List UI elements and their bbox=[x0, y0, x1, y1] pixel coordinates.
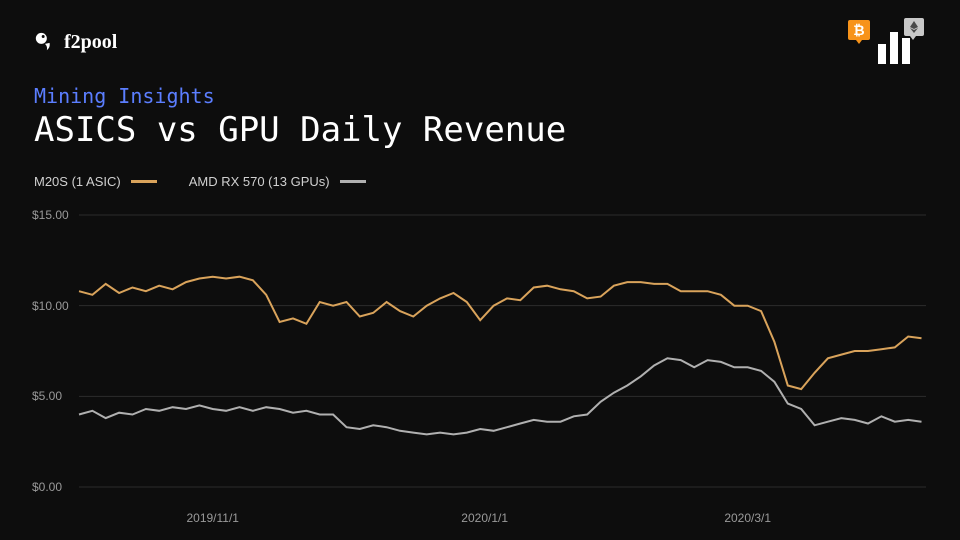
x-axis-label: 2020/3/1 bbox=[724, 511, 771, 525]
chart-legend: M20S (1 ASIC) AMD RX 570 (13 GPUs) bbox=[0, 150, 960, 189]
brand-logo-icon bbox=[34, 31, 56, 53]
legend-item-gpu: AMD RX 570 (13 GPUs) bbox=[189, 174, 366, 189]
btc-badge-icon: ₿ bbox=[848, 20, 870, 44]
y-axis-label: $10.00 bbox=[32, 299, 69, 313]
legend-swatch-icon bbox=[131, 180, 157, 183]
legend-label: M20S (1 ASIC) bbox=[34, 174, 121, 189]
brand-name: f2pool bbox=[64, 31, 117, 54]
title-block: Mining Insights ASICS vs GPU Daily Reven… bbox=[0, 66, 960, 150]
y-axis-label: $15.00 bbox=[32, 208, 69, 222]
y-axis-label: $0.00 bbox=[32, 480, 62, 494]
x-axis-label: 2019/11/1 bbox=[186, 511, 239, 525]
revenue-chart: $0.00$5.00$10.00$15.00 2019/11/12020/1/1… bbox=[24, 207, 936, 507]
legend-swatch-icon bbox=[340, 180, 366, 183]
legend-item-asic: M20S (1 ASIC) bbox=[34, 174, 157, 189]
x-axis-label: 2020/1/1 bbox=[461, 511, 508, 525]
y-axis-label: $5.00 bbox=[32, 389, 62, 403]
svg-text:₿: ₿ bbox=[853, 22, 864, 38]
brand: f2pool bbox=[34, 31, 117, 54]
page-subtitle: Mining Insights bbox=[34, 84, 926, 108]
header-icon-group: ₿ bbox=[848, 18, 926, 66]
eth-badge-icon bbox=[904, 18, 924, 40]
header: f2pool ₿ bbox=[0, 0, 960, 66]
legend-label: AMD RX 570 (13 GPUs) bbox=[189, 174, 330, 189]
page-title: ASICS vs GPU Daily Revenue bbox=[34, 110, 926, 150]
bars-icon bbox=[878, 32, 910, 64]
